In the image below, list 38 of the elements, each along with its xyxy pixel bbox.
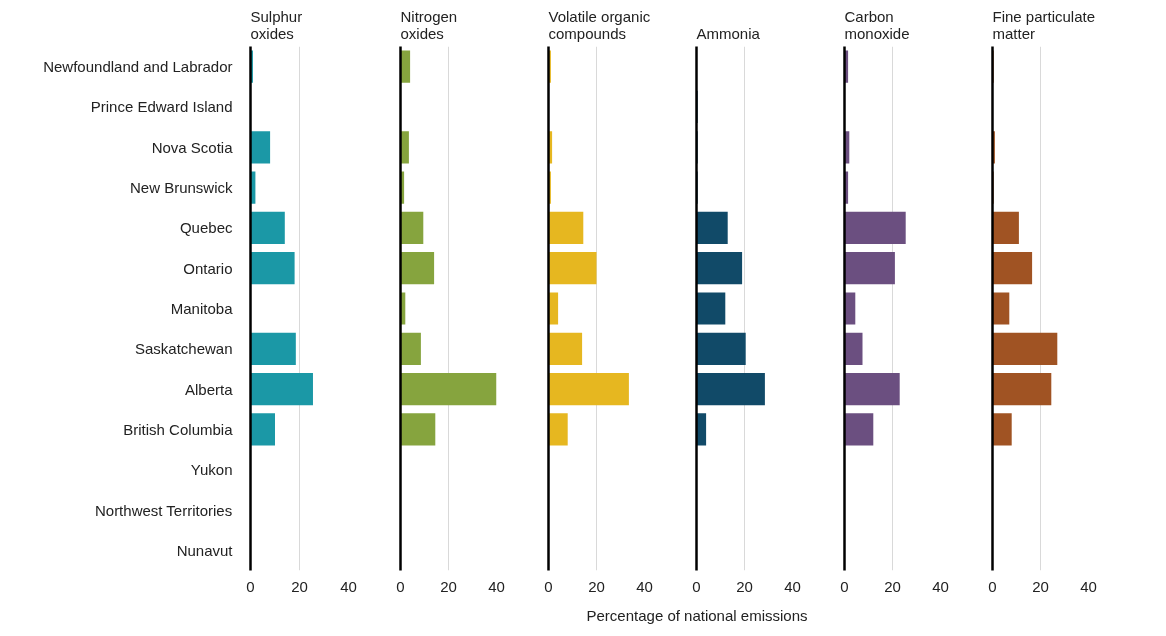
y-tick-label: British Columbia: [123, 420, 234, 438]
y-tick-label: Alberta: [184, 380, 234, 398]
x-tick-label: 40: [932, 577, 949, 595]
x-tick-label: 0: [246, 577, 255, 595]
y-tick-label: Ontario: [183, 259, 233, 277]
chart-title: Nitrogen oxides: [400, 7, 458, 42]
x-tick-label: 40: [784, 577, 801, 595]
x-tick-label: 20: [736, 577, 753, 595]
y-tick-label: Saskatchewan: [134, 340, 233, 358]
chart-title: Carbon monoxide: [844, 7, 910, 42]
x-tick-label: 0: [840, 577, 849, 595]
x-tick-label: 20: [1032, 577, 1049, 595]
y-tick-label: Nova Scotia: [151, 138, 234, 156]
x-tick-label: 40: [488, 577, 505, 595]
y-tick-label: Newfoundland and Labrador: [43, 58, 233, 76]
x-axis-title: Percentage of national emissions: [586, 606, 808, 626]
x-tick-label: 20: [588, 577, 605, 595]
x-tick-label: 20: [440, 577, 457, 595]
chart-title: Sulphur oxides: [250, 7, 303, 42]
y-tick-label: Manitoba: [170, 300, 234, 317]
x-tick-label: 40: [340, 577, 357, 595]
x-tick-label: 20: [291, 577, 308, 595]
y-tick-label: Nunavut: [176, 541, 234, 559]
x-tick-label: 40: [1080, 577, 1097, 595]
x-tick-label: 20: [884, 577, 901, 595]
x-tick-label: 0: [544, 577, 553, 595]
chart-title: Fine particulate matter: [992, 7, 1096, 42]
chart-title: Volatile organic compounds: [548, 7, 651, 42]
x-tick-label: 0: [396, 577, 405, 595]
x-tick-label: 0: [692, 577, 701, 595]
y-tick-label: New Brunswick: [129, 179, 233, 197]
x-tick-label: 0: [988, 577, 997, 595]
y-tick-label: Prince Edward Island: [90, 98, 233, 116]
y-tick-label: Quebec: [179, 219, 233, 237]
x-tick-label: 40: [636, 577, 653, 595]
y-tick-label: Yukon: [190, 461, 233, 479]
chart-title: Ammonia: [696, 24, 761, 42]
y-tick-label: Northwest Territories: [94, 501, 233, 519]
